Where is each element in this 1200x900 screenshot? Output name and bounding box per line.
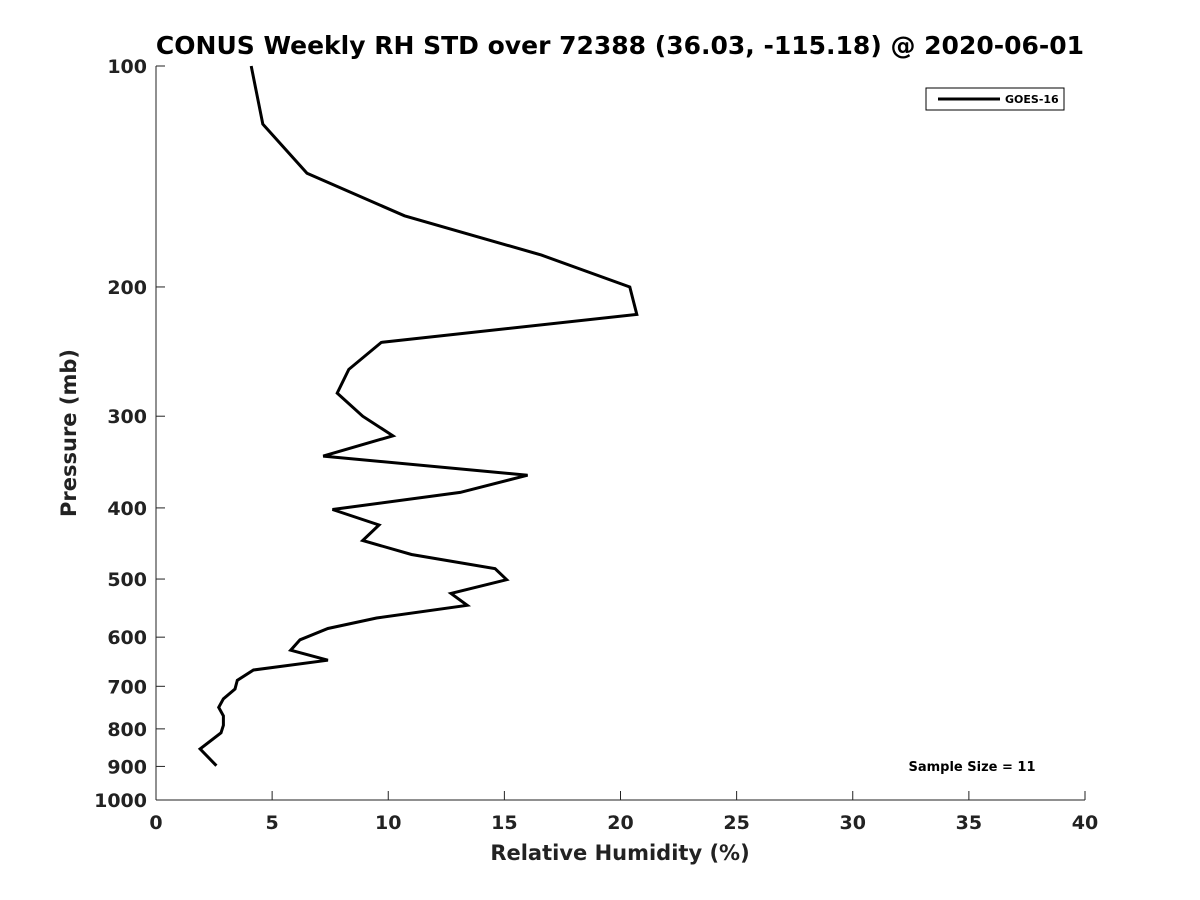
- x-tick-label: 10: [375, 812, 401, 834]
- y-tick-label: 400: [107, 498, 147, 520]
- x-axis-label: Relative Humidity (%): [490, 841, 749, 865]
- x-tick-label: 15: [491, 812, 517, 834]
- y-tick-label: 300: [107, 406, 147, 428]
- y-tick-label: 100: [107, 56, 147, 78]
- y-tick-label: 900: [107, 756, 147, 778]
- plot-axes: 0 5 10 15 20 25 30 35 40 100 200 300 400 500 600 700 80…: [94, 56, 1098, 834]
- x-tick-label: 5: [266, 812, 279, 834]
- series-line-goes-16: [197, 65, 639, 767]
- y-tick-label: 800: [107, 719, 147, 741]
- y-tick-label: 200: [107, 277, 147, 299]
- y-tick-label: 700: [107, 676, 147, 698]
- y-ticks: 100 200 300 400 500 600 700 800 900 1000: [94, 56, 165, 812]
- y-tick-label: 1000: [94, 790, 147, 812]
- legend-label-goes-16: GOES-16: [1005, 93, 1059, 106]
- y-axis-label: Pressure (mb): [57, 349, 81, 517]
- x-tick-label: 0: [149, 812, 162, 834]
- x-tick-label: 35: [956, 812, 982, 834]
- x-tick-label: 20: [607, 812, 633, 834]
- x-ticks: 0 5 10 15 20 25 30 35 40: [149, 791, 1098, 834]
- sample-size-annotation: Sample Size = 11: [908, 760, 1035, 775]
- series-lines: [197, 65, 639, 767]
- y-tick-label: 600: [107, 627, 147, 649]
- legend: GOES-16: [925, 87, 1065, 111]
- chart-title: CONUS Weekly RH STD over 72388 (36.03, -…: [156, 31, 1084, 60]
- x-tick-label: 30: [840, 812, 866, 834]
- x-tick-label: 40: [1072, 812, 1098, 834]
- plot-area: [156, 66, 1085, 800]
- x-tick-label: 25: [723, 812, 749, 834]
- y-tick-label: 500: [107, 569, 147, 591]
